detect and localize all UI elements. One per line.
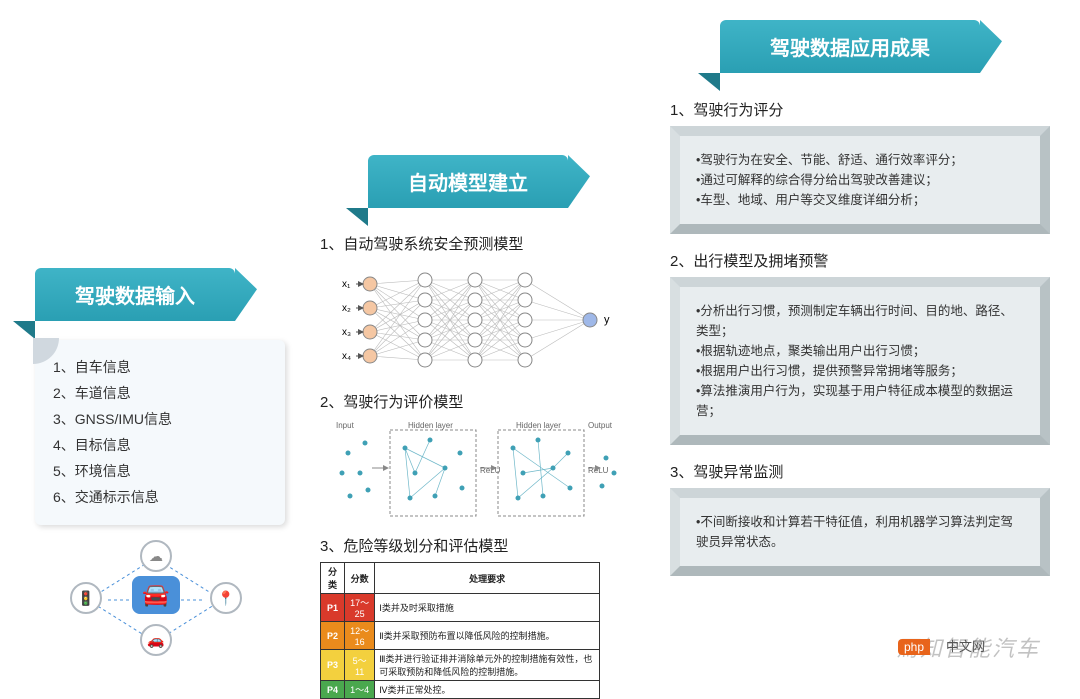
- evaluation-model-diagram: InputHidden layerReLUHidden layerReLUOut…: [330, 418, 620, 528]
- stage1-info-box: 1、自车信息 2、车道信息 3、GNSS/IMU信息 4、目标信息 5、环境信息…: [35, 340, 285, 525]
- risk-table-header: 处理要求: [375, 563, 600, 594]
- stage3-header: 驾驶数据应用成果: [720, 20, 980, 73]
- svg-text:x₁: x₁: [342, 279, 351, 290]
- stage1-header: 驾驶数据输入: [35, 268, 235, 321]
- stage3-section-heading: 2、出行模型及拥堵预警: [670, 250, 1065, 271]
- pin-icon: 📍: [210, 582, 242, 614]
- stage2-sub2: 2、驾驶行为评价模型: [320, 391, 630, 412]
- stage1-item: 2、车道信息: [53, 380, 267, 406]
- svg-text:Output: Output: [588, 421, 613, 430]
- risk-table-header: 分类: [321, 563, 345, 594]
- svg-text:y: y: [604, 314, 610, 326]
- stage2-sub1: 1、自动驾驶系统安全预测模型: [320, 233, 630, 254]
- stage3-line: •分析出行习惯，预测制定车辆出行时间、目的地、路径、类型；: [696, 301, 1024, 341]
- risk-table-row: P3 5～11 Ⅲ类并进行验证排并消除单元外的控制措施有效性，也可采取预防和降低…: [321, 650, 600, 681]
- svg-text:Hidden layer: Hidden layer: [408, 421, 453, 430]
- stage2-title: 自动模型建立: [408, 173, 528, 195]
- php-badge: php: [898, 639, 930, 655]
- stage1-item: 5、环境信息: [53, 458, 267, 484]
- stage1-title: 驾驶数据输入: [75, 286, 195, 308]
- stage3-section-box: •不间断接收和计算若干特征值，利用机器学习算法判定驾驶员异常状态。: [670, 488, 1050, 576]
- neural-network-diagram: x₁ x₂ x₃ x₄ y: [330, 260, 620, 380]
- svg-text:Hidden layer: Hidden layer: [516, 421, 561, 430]
- stage1-item: 3、GNSS/IMU信息: [53, 406, 267, 432]
- stage3-section-box: •驾驶行为在安全、节能、舒适、通行效率评分；•通过可解释的综合得分给出驾驶改善建…: [670, 126, 1050, 234]
- stage3-line: •通过可解释的综合得分给出驾驶改善建议；: [696, 170, 1024, 190]
- risk-table-header: 分数: [345, 563, 375, 594]
- stage3-line: •根据用户出行习惯，提供预警异常拥堵等服务；: [696, 361, 1024, 381]
- car-icon: 🚘: [132, 576, 180, 614]
- stage3-content: 1、驾驶行为评分 •驾驶行为在安全、节能、舒适、通行效率评分；•通过可解释的综合…: [670, 95, 1065, 592]
- risk-table-row: P1 17～25 Ⅰ类并及时采取措施: [321, 594, 600, 622]
- stage3-line: •算法推演用户行为，实现基于用户特征成本模型的数据运营；: [696, 381, 1024, 421]
- stage2-sub3: 3、危险等级划分和评估模型: [320, 535, 630, 556]
- stage2-header: 自动模型建立: [368, 155, 568, 208]
- risk-table-row: P4 1～4 Ⅳ类并正常处控。: [321, 681, 600, 699]
- stage3-line: •车型、地域、用户等交叉维度详细分析；: [696, 190, 1024, 210]
- stage3-line: •驾驶行为在安全、节能、舒适、通行效率评分；: [696, 150, 1024, 170]
- stage3-title: 驾驶数据应用成果: [770, 38, 930, 60]
- stage1-item: 1、自车信息: [53, 354, 267, 380]
- stage3-section-box: •分析出行习惯，预测制定车辆出行时间、目的地、路径、类型；•根据轨迹地点，聚类输…: [670, 277, 1050, 445]
- risk-table: 分类分数处理要求 P1 17～25 Ⅰ类并及时采取措施 P2 12～16 Ⅱ类并…: [320, 562, 600, 699]
- stage3-line: •根据轨迹地点，聚类输出用户出行习惯；: [696, 341, 1024, 361]
- cloud-icon: ☁: [140, 540, 172, 572]
- stage1-item: 6、交通标示信息: [53, 484, 267, 510]
- traffic-light-icon: 🚦: [70, 582, 102, 614]
- stage1-item: 4、目标信息: [53, 432, 267, 458]
- svg-text:x₂: x₂: [342, 303, 351, 314]
- stage3-line: •不间断接收和计算若干特征值，利用机器学习算法判定驾驶员异常状态。: [696, 512, 1024, 552]
- stage2-content: 1、自动驾驶系统安全预测模型 x₁ x₂ x₃ x₄ y 2、驾驶行为评价模型 Inpu…: [320, 225, 630, 699]
- stage3-section-heading: 1、驾驶行为评分: [670, 99, 1065, 120]
- risk-table-row: P2 12～16 Ⅱ类并采取预防布置以降低风险的控制措施。: [321, 622, 600, 650]
- svg-text:ReLU: ReLU: [588, 466, 609, 475]
- svg-text:x₄: x₄: [342, 351, 351, 362]
- svg-text:x₃: x₃: [342, 327, 351, 338]
- stage3-section-heading: 3、驾驶异常监测: [670, 461, 1065, 482]
- car2-icon: 🚗: [140, 624, 172, 656]
- php-badge-text: 中文网: [946, 636, 985, 655]
- svg-text:Input: Input: [336, 421, 355, 430]
